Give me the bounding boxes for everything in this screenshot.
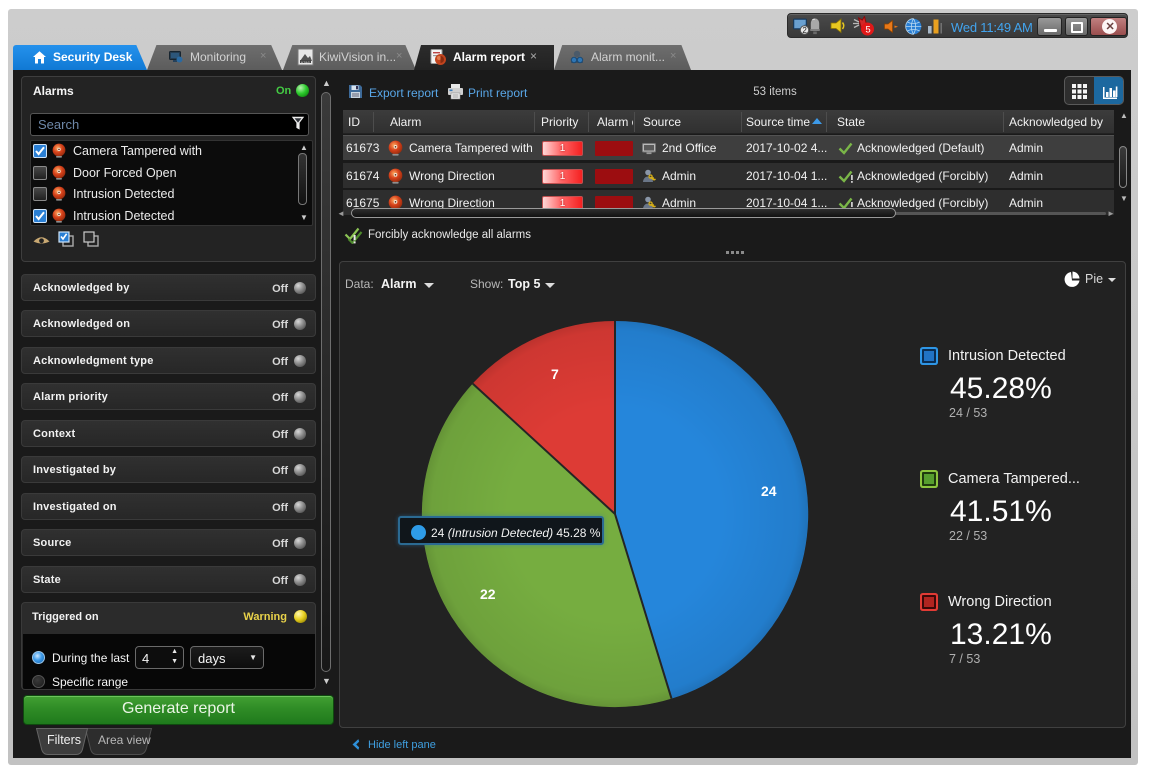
svg-text:5: 5: [865, 24, 870, 35]
svg-text:KIWI: KIWI: [301, 60, 310, 65]
svg-text:2: 2: [802, 26, 807, 35]
